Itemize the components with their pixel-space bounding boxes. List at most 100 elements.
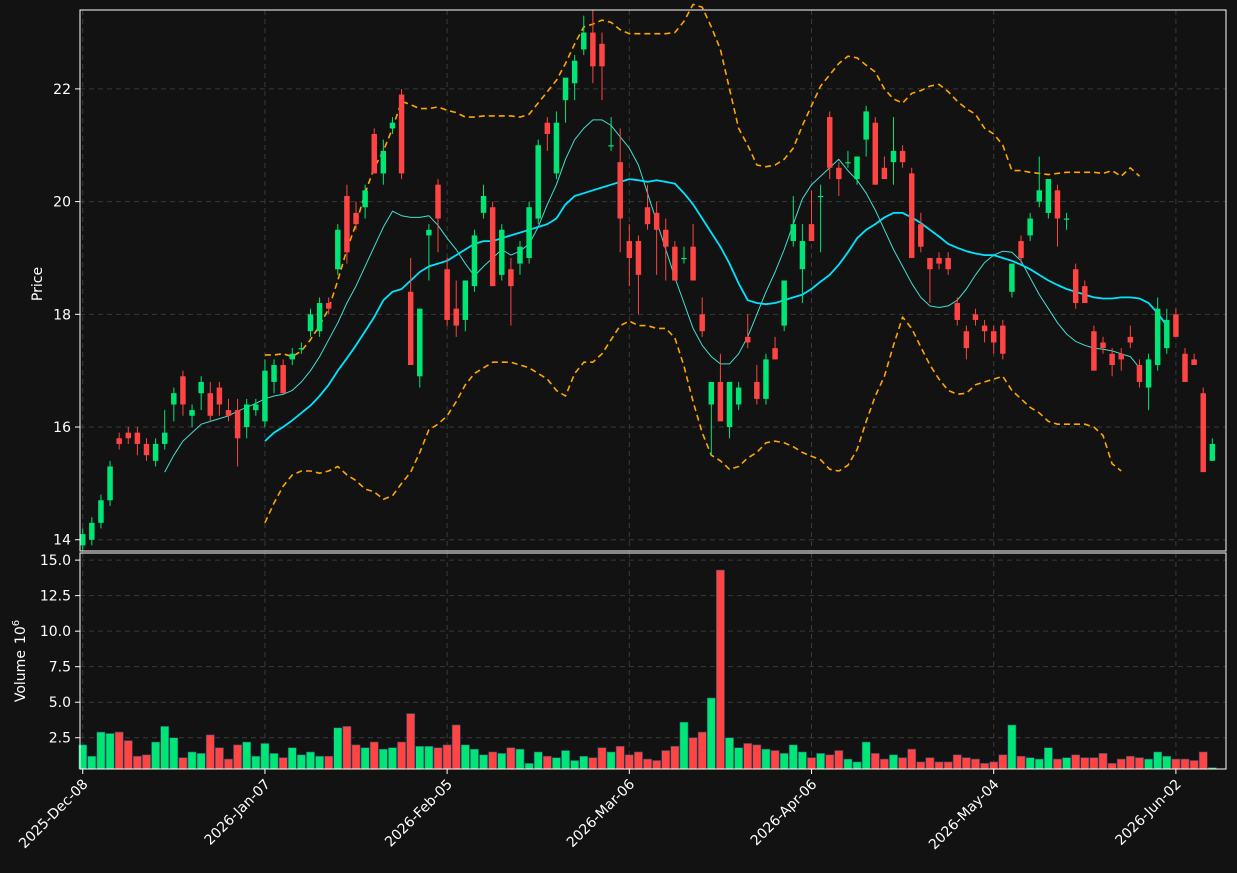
candle [763,353,769,405]
volume-bar [260,743,270,770]
volume-bar [1153,751,1163,770]
candle [1209,438,1216,461]
candle [735,381,742,411]
volume-bar [451,724,461,770]
candle-body [234,410,241,439]
candle-body [690,246,696,281]
candle-body [1173,314,1179,337]
volume-bar [807,757,816,770]
candle-body [380,150,387,174]
candle-body [389,122,396,129]
volume-bar [424,745,434,770]
candle [863,105,869,157]
candle [663,218,669,281]
candle-body [717,381,724,422]
price-y-tick-label: 20 [53,195,71,211]
volume-bar [378,748,388,770]
candle-body [1000,325,1006,354]
candle [1173,308,1179,337]
volume-bar [1144,758,1153,770]
volume-bar [816,753,826,770]
candle [963,325,970,360]
candle-body [1182,353,1188,382]
candle [845,150,851,168]
volume-bar [570,760,580,770]
candle-body [581,32,587,50]
candle [289,348,295,366]
candle-body [171,393,177,405]
volume-bar [87,755,97,770]
candle-body [280,365,286,394]
candle-body [471,235,478,287]
candle [1018,235,1024,264]
candle-body [945,257,951,270]
volume-bar [825,754,835,770]
volume-bar [433,747,443,770]
candle [1045,179,1052,219]
volume-bar [1043,747,1053,770]
volume-bar [907,748,917,770]
candle [1100,336,1106,354]
volume-bar [1007,724,1017,770]
candle-body [617,162,623,219]
candle-body [225,410,232,416]
candle [617,128,623,253]
candle-body [899,150,906,163]
candle [517,241,523,275]
candle [152,438,159,467]
candle [972,308,979,326]
candle-body [836,167,842,180]
candle-body [599,43,605,67]
candle [462,280,469,332]
candle [489,201,496,287]
volume-bar [670,745,680,770]
candle [526,201,532,264]
candle-body [1145,359,1152,388]
volume-bar [333,727,343,770]
volume-bar [1071,754,1081,770]
candle [1164,308,1170,354]
candle [1082,280,1088,304]
volume-bar [779,753,789,770]
lower-band-path [264,316,1122,524]
candle-body [845,162,851,164]
candle [781,280,787,332]
candle [644,184,651,230]
candle-body [1027,218,1033,236]
volume-bar [561,750,570,770]
volume-bar [515,748,525,770]
candle [890,117,897,185]
candle [717,353,724,422]
candle [1063,212,1070,230]
candle [417,308,423,388]
candle-body [243,404,250,428]
candle [89,517,95,546]
candle-body [890,150,897,163]
candle-body [918,224,924,247]
candle-body [763,359,769,399]
candle [180,370,186,416]
volume-bar [497,753,507,770]
candle-body [535,145,541,219]
volume-bar [934,761,944,770]
candle-body [325,303,332,309]
candle-body [590,32,596,67]
candle-body [216,387,223,405]
candle-body [1091,331,1097,371]
volume-bar [224,758,233,770]
candle-body [872,122,879,185]
volume-bar [597,747,607,770]
candle [535,139,541,225]
candle-body [562,77,569,101]
volume-bar [242,741,252,770]
candle [836,162,842,196]
volume-bar [1198,751,1208,770]
volume-axis-exponent-power: 6 [11,620,22,626]
volume-bar [697,731,707,770]
candle [453,280,459,337]
candle-body [954,303,960,320]
candle [908,167,915,258]
volume-bar [1135,757,1144,770]
candle-body [726,381,733,428]
candle [225,398,232,422]
